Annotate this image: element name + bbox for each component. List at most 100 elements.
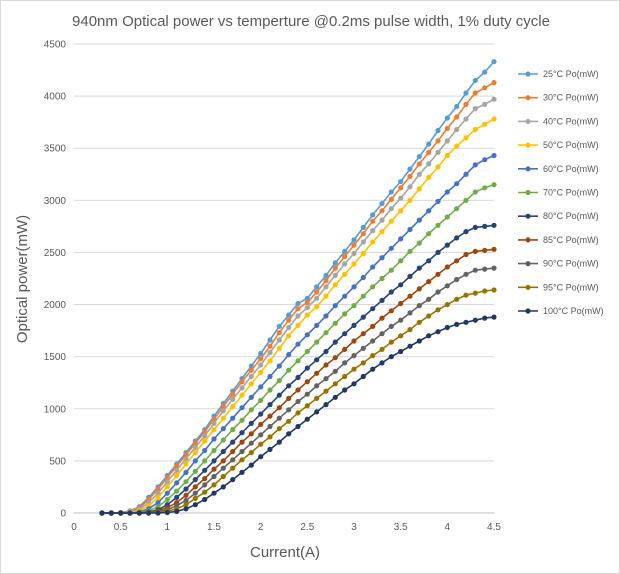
data-point xyxy=(435,149,441,155)
y-tick-label: 1500 xyxy=(44,352,67,363)
data-point xyxy=(174,467,180,473)
series-3 xyxy=(99,96,497,516)
data-point xyxy=(407,343,413,349)
data-point xyxy=(398,195,404,201)
data-point xyxy=(332,303,338,309)
data-point xyxy=(342,346,348,352)
data-point xyxy=(239,405,245,411)
data-point xyxy=(444,152,450,159)
data-point xyxy=(155,494,161,500)
data-point xyxy=(482,223,488,229)
series-line xyxy=(102,81,495,514)
data-point xyxy=(183,492,189,498)
data-point xyxy=(351,237,357,243)
data-point xyxy=(267,402,273,408)
data-point xyxy=(342,261,348,267)
data-point xyxy=(286,407,292,413)
x-tick-label: 1.5 xyxy=(207,522,221,533)
data-point xyxy=(295,374,301,381)
data-point xyxy=(146,510,152,516)
legend-item: 40°C Po(mW) xyxy=(518,116,599,126)
data-point xyxy=(388,196,394,202)
data-point xyxy=(192,484,198,490)
data-point xyxy=(155,486,161,492)
data-point xyxy=(304,332,310,338)
data-point xyxy=(472,224,478,230)
data-point xyxy=(379,217,385,223)
data-point xyxy=(183,461,189,467)
data-point xyxy=(351,366,357,372)
legend-swatch-marker xyxy=(525,284,531,290)
data-point xyxy=(276,405,282,411)
data-point xyxy=(379,331,385,337)
legend-item: 100°C Po(mW) xyxy=(518,306,604,316)
data-point xyxy=(248,394,254,400)
legend-item: 30°C Po(mW) xyxy=(518,93,599,103)
data-point xyxy=(183,479,189,485)
data-point xyxy=(379,297,385,303)
data-point xyxy=(482,288,488,294)
data-point xyxy=(239,379,245,385)
data-point xyxy=(276,378,282,384)
data-point xyxy=(258,362,264,368)
data-point xyxy=(444,242,450,248)
data-point xyxy=(388,339,394,345)
data-point xyxy=(314,284,320,290)
data-point xyxy=(314,304,320,310)
data-point xyxy=(192,502,198,508)
data-point xyxy=(183,469,189,475)
data-point xyxy=(360,331,366,337)
data-point xyxy=(258,432,264,438)
data-point xyxy=(295,306,301,312)
data-point xyxy=(239,417,245,423)
data-point xyxy=(248,381,254,387)
data-point xyxy=(192,477,198,483)
data-point xyxy=(220,437,226,443)
series-4 xyxy=(99,116,497,516)
data-point xyxy=(342,373,348,380)
data-point xyxy=(351,261,357,267)
data-point xyxy=(202,467,208,473)
data-point xyxy=(426,313,432,319)
data-point xyxy=(482,101,488,107)
legend: 25°C Po(mW) 30°C Po(mW) 40°C Po(mW) 50°C Po… xyxy=(518,69,604,316)
data-point xyxy=(276,426,282,432)
data-point xyxy=(295,410,301,416)
data-point xyxy=(248,367,254,373)
data-point xyxy=(286,352,292,358)
data-point xyxy=(407,273,413,279)
data-point xyxy=(388,267,394,273)
data-point xyxy=(398,185,404,191)
data-point xyxy=(435,329,441,335)
data-point xyxy=(463,251,469,258)
data-point xyxy=(426,333,432,339)
data-point xyxy=(370,284,376,290)
legend-swatch-marker xyxy=(525,308,531,314)
legend-label: 95°C Po(mW) xyxy=(543,282,599,292)
legend-item: 90°C Po(mW) xyxy=(518,259,599,269)
data-point xyxy=(323,348,329,355)
data-point xyxy=(314,295,320,301)
data-point xyxy=(388,354,394,360)
data-point xyxy=(444,264,450,270)
data-point xyxy=(491,116,497,122)
legend-swatch-marker xyxy=(525,261,531,267)
data-point xyxy=(286,324,292,331)
data-point xyxy=(202,482,208,488)
legend-label: 30°C Po(mW) xyxy=(543,93,599,103)
data-point xyxy=(351,242,357,248)
y-tick-label: 3500 xyxy=(44,144,67,155)
data-point xyxy=(351,353,357,359)
data-point xyxy=(211,436,217,442)
data-point xyxy=(295,423,301,430)
data-point xyxy=(472,162,478,168)
legend-label: 60°C Po(mW) xyxy=(543,164,599,174)
data-point xyxy=(342,387,348,393)
data-point xyxy=(220,473,226,480)
data-point xyxy=(435,289,441,295)
data-point xyxy=(332,265,338,271)
data-point xyxy=(454,114,460,120)
data-point xyxy=(314,322,320,328)
data-point xyxy=(482,185,488,191)
gridlines xyxy=(74,43,494,462)
